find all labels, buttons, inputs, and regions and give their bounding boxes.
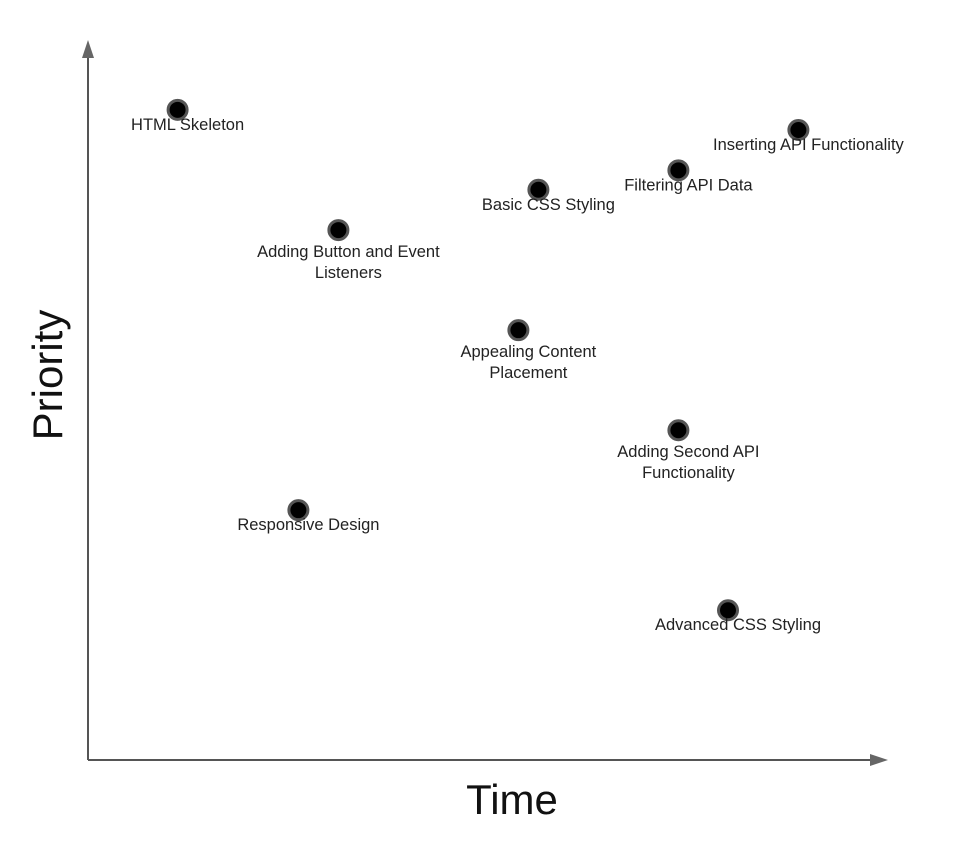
data-point-group: Inserting API Functionality [713, 119, 905, 154]
data-point-label: Adding Button and Event Listeners [257, 243, 440, 282]
data-point-marker [667, 419, 690, 442]
points-layer: HTML Skeleton Inserting API Functionality… [131, 98, 905, 634]
data-point-marker [667, 159, 690, 182]
data-point-label-line: Placement [489, 364, 567, 382]
data-point-label-line: Listeners [315, 264, 382, 282]
data-point-label: Adding Second API Functionality [617, 443, 759, 482]
data-point-marker [287, 499, 310, 522]
data-point-label-line: Adding Button and Event [257, 243, 440, 261]
y-axis-title: Priority [24, 310, 71, 441]
data-point-marker [327, 219, 350, 242]
data-point-label: Filtering API Data [624, 176, 753, 194]
data-point-label-line: Adding Second API [617, 443, 759, 461]
data-point-label-line: Filtering API Data [624, 176, 753, 194]
data-point-group: HTML Skeleton [131, 98, 244, 134]
data-point-label-line: Inserting API Functionality [713, 136, 905, 154]
data-point-label-line: Responsive Design [237, 516, 379, 534]
x-axis-title: Time [466, 776, 558, 823]
data-point-marker [166, 98, 189, 121]
data-point-group: Appealing Content Placement [461, 319, 597, 382]
data-point-label: Advanced CSS Styling [655, 616, 821, 634]
data-point-marker [717, 599, 739, 622]
data-point-group: Responsive Design [237, 499, 379, 534]
data-point-group: Adding Second API Functionality [617, 419, 760, 482]
data-point-label: Inserting API Functionality [713, 136, 905, 154]
x-axis-arrow [870, 754, 888, 766]
data-point-group: Advanced CSS Styling [655, 599, 821, 634]
data-point-label: HTML Skeleton [131, 116, 244, 134]
data-point-label-line: Advanced CSS Styling [655, 616, 821, 634]
data-point-label-line: HTML Skeleton [131, 116, 244, 134]
y-axis-arrow [82, 40, 94, 58]
data-point-label: Appealing Content Placement [461, 343, 597, 382]
data-point-group: Filtering API Data [624, 159, 753, 194]
data-point-group: Basic CSS Styling [482, 178, 615, 214]
data-point-label: Responsive Design [237, 516, 379, 534]
data-point-marker [527, 178, 550, 201]
data-point-label-line: Appealing Content [461, 343, 597, 361]
data-point-label: Basic CSS Styling [482, 196, 615, 214]
data-point-label-line: Functionality [642, 464, 735, 482]
data-point-label-line: Basic CSS Styling [482, 196, 615, 214]
data-point-marker [507, 319, 530, 342]
data-point-group: Adding Button and Event Listeners [257, 219, 440, 282]
data-point-marker [787, 119, 810, 141]
